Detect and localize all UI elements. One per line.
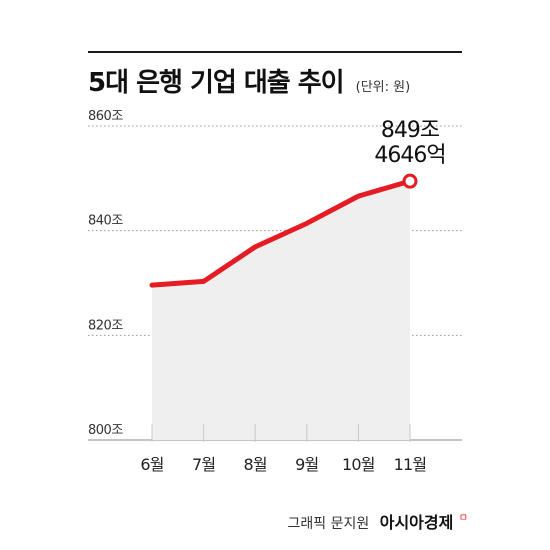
series-line	[149, 178, 413, 288]
x-tick-label-2: 8월	[244, 455, 267, 474]
annotation-line-1: 4646억	[374, 143, 445, 168]
x-tick-label-4: 10월	[342, 455, 375, 474]
y-tick-label-820: 820조	[88, 318, 123, 333]
credit-line: 그래픽 문지원 아시아경제 ㅁ	[288, 509, 468, 533]
chart-title: 5대 은행 기업 대출 추이 (단위: 원)	[88, 62, 410, 99]
x-tick-label-1: 7월	[192, 455, 215, 474]
brand-logo-text: 아시아경제	[379, 513, 454, 532]
unit-label: (단위: 원)	[355, 80, 411, 95]
x-tick-layer	[151, 424, 411, 442]
brand-mark-icon: ㅁ	[458, 513, 468, 524]
data-point-5	[402, 173, 418, 189]
y-tick-label-800: 800조	[88, 423, 123, 438]
y-tick-label-860: 860조	[88, 109, 123, 124]
chart-title-text: 5대 은행 기업 대출 추이	[88, 68, 345, 98]
annotation-line-0: 849조	[381, 118, 440, 143]
x-tick-label-3: 9월	[295, 455, 318, 474]
credit-text: 그래픽 문지원	[287, 516, 370, 532]
x-tick-label-0: 6월	[140, 455, 163, 474]
top-rule	[88, 51, 462, 53]
y-tick-label-840: 840조	[88, 214, 123, 229]
x-tick-label-5: 11월	[394, 455, 427, 474]
area-fill	[152, 181, 410, 440]
